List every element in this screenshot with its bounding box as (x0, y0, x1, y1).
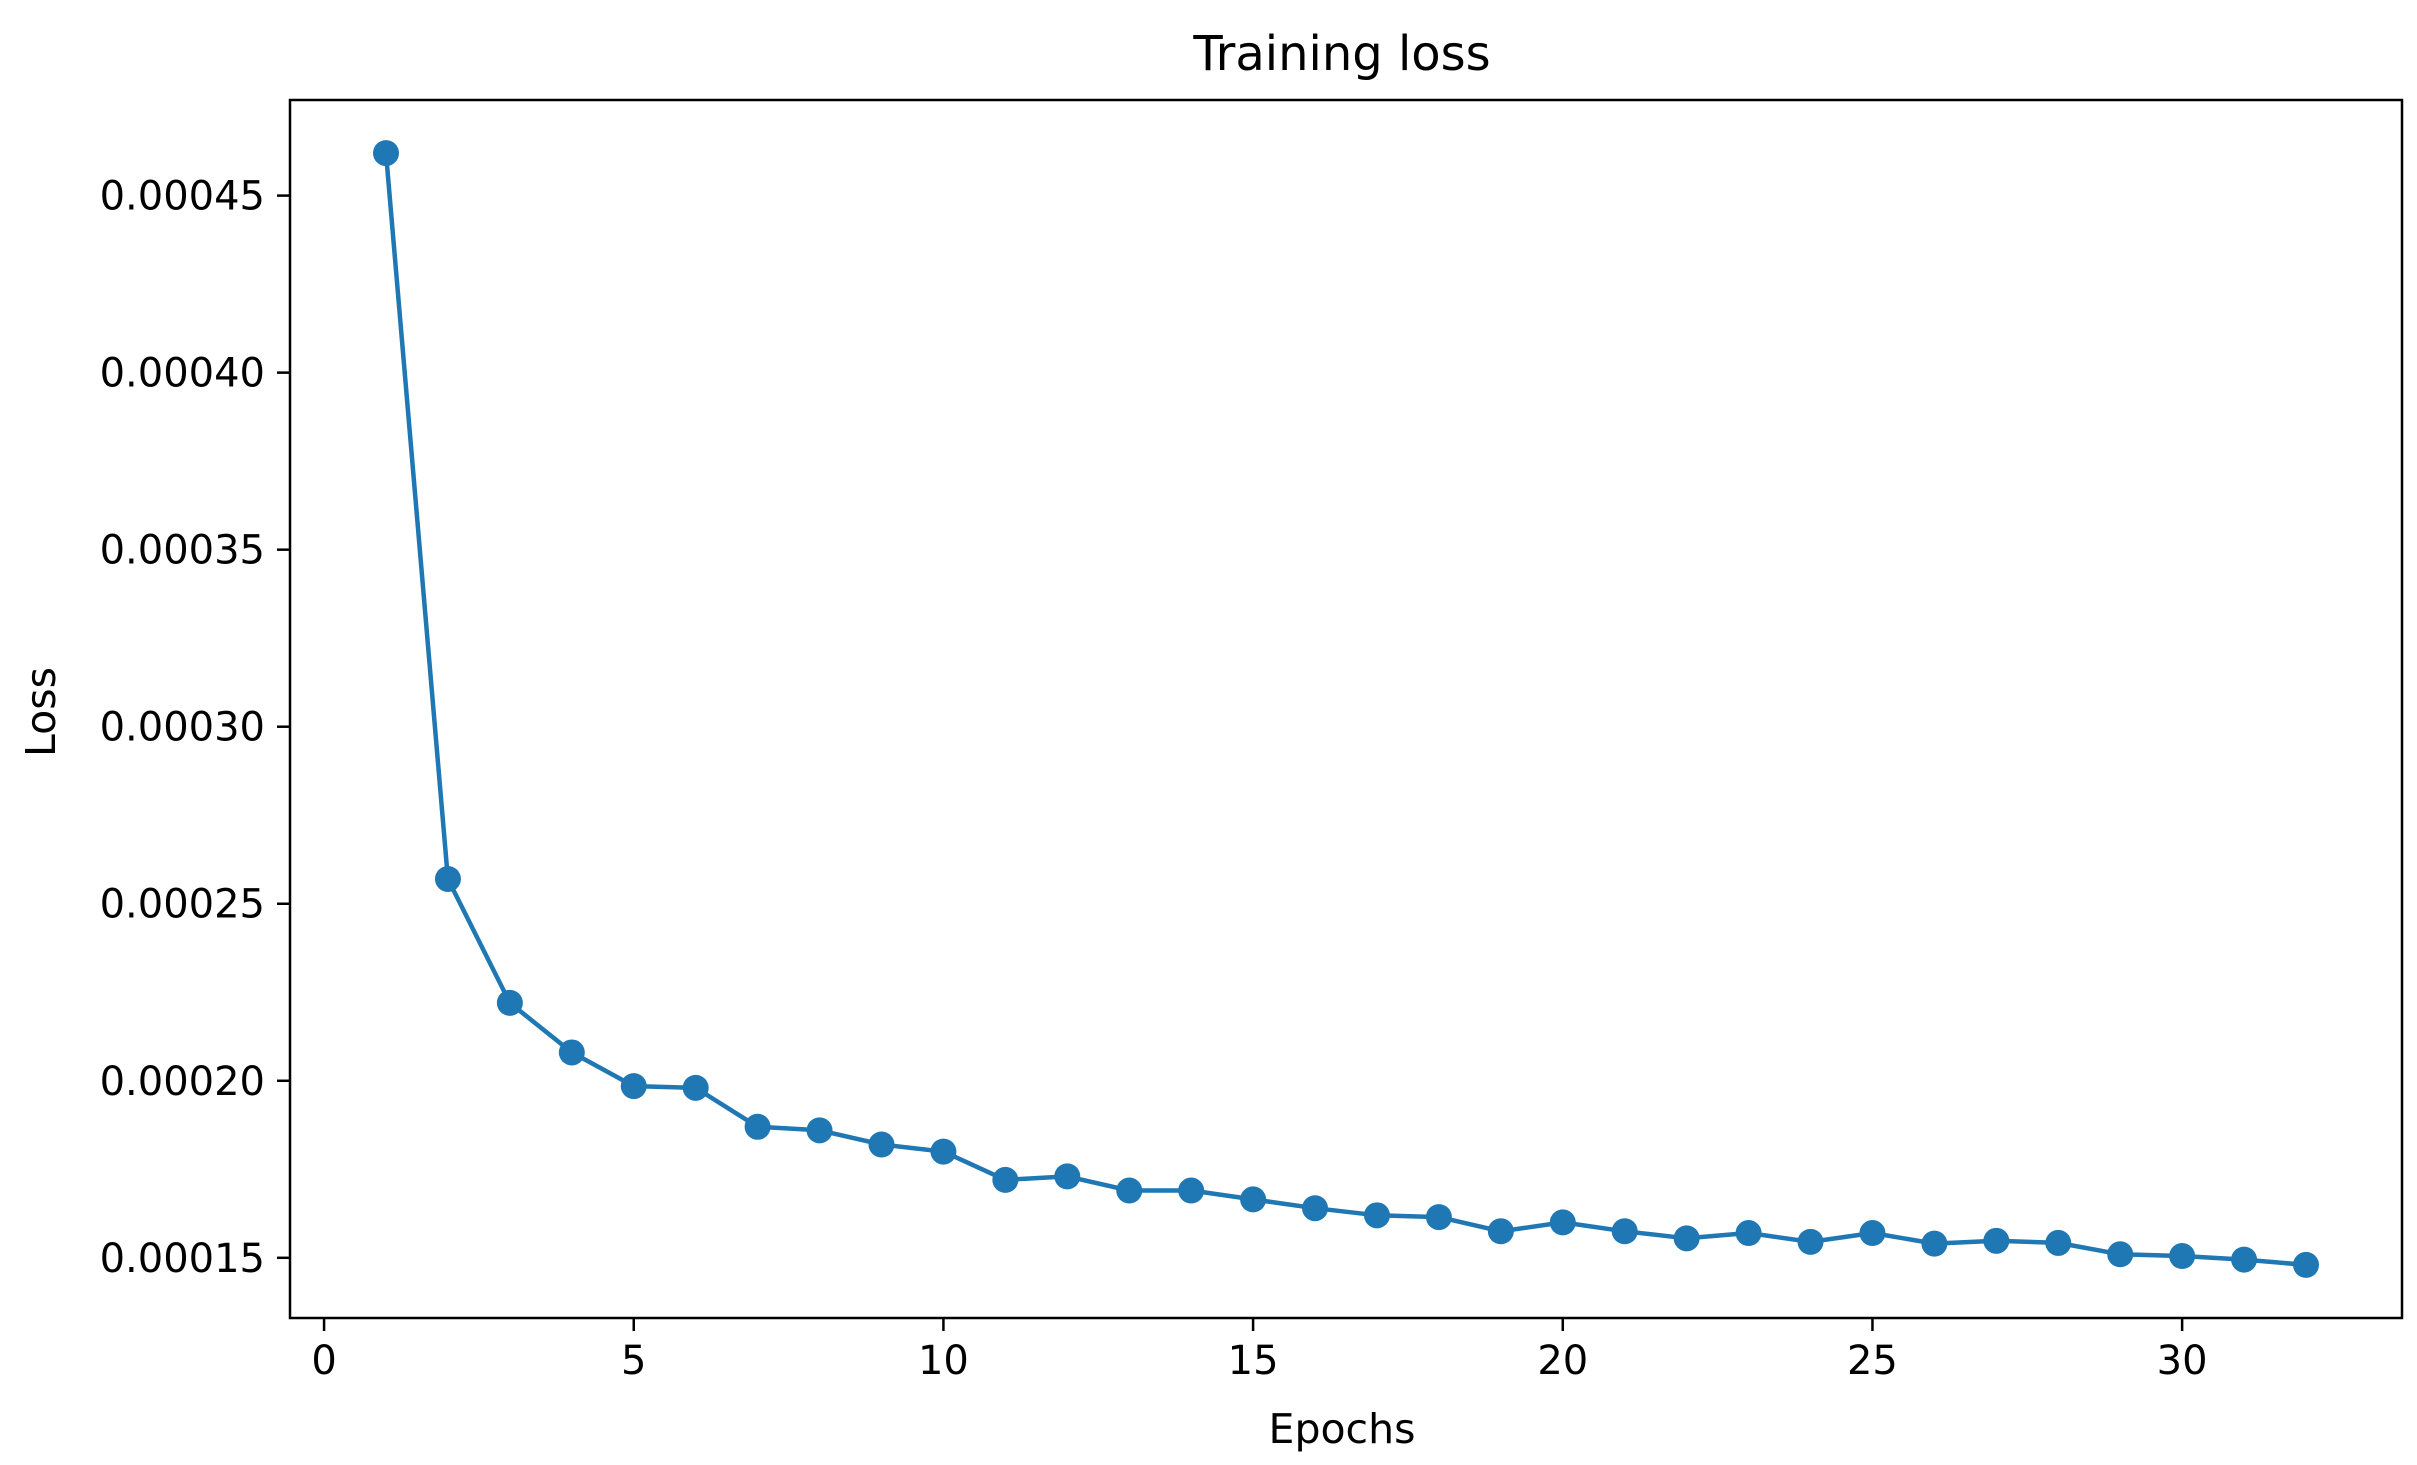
data-point (1797, 1228, 1824, 1255)
data-point (744, 1113, 771, 1140)
y-tick-label: 0.00035 (100, 528, 265, 574)
data-point (1487, 1218, 1514, 1245)
plot-area: 0 5 10 15 20 25 30 0.00015 0.00020 0.00025 0.00030… (100, 98, 2404, 1384)
data-point (992, 1166, 1019, 1193)
x-tick-label: 25 (1847, 1338, 1898, 1384)
data-point (2293, 1251, 2319, 1278)
data-point (682, 1074, 709, 1101)
data-point (373, 140, 399, 167)
data-point (1735, 1220, 1762, 1247)
y-tick-label: 0.00020 (100, 1059, 265, 1105)
data-point (930, 1138, 957, 1165)
y-axis-label: Loss (17, 667, 65, 757)
data-point (1983, 1227, 2010, 1254)
x-tick-label: 20 (1537, 1338, 1588, 1384)
y-tick-label: 0.00015 (100, 1236, 265, 1282)
y-tick-label: 0.00040 (100, 351, 265, 397)
data-point (558, 1039, 585, 1066)
x-axis-label: Epochs (1269, 1405, 1416, 1453)
data-point (1116, 1177, 1143, 1204)
data-point (496, 989, 523, 1016)
data-point (1363, 1202, 1390, 1229)
y-tick-label: 0.00030 (100, 705, 265, 751)
x-tick-label: 10 (918, 1338, 969, 1384)
data-point (868, 1131, 895, 1158)
x-tick-label: 5 (621, 1338, 646, 1384)
data-point (620, 1073, 647, 1100)
data-point (1859, 1220, 1886, 1247)
data-point (806, 1117, 833, 1144)
data-point (1240, 1186, 1267, 1213)
data-point (1425, 1204, 1452, 1231)
data-point (2169, 1243, 2196, 1270)
x-tick-label: 0 (311, 1338, 336, 1384)
data-point (1921, 1230, 1948, 1257)
data-point (1178, 1177, 1205, 1204)
y-tick-label: 0.00025 (100, 882, 265, 928)
data-point (1611, 1218, 1638, 1245)
data-point (1302, 1195, 1329, 1222)
data-point (2231, 1246, 2258, 1273)
data-point (1549, 1209, 1576, 1236)
data-point (434, 865, 461, 892)
data-point (1673, 1225, 1700, 1252)
chart-title: Training loss (1192, 26, 1490, 82)
data-point (2045, 1229, 2072, 1256)
data-point (1054, 1163, 1081, 1190)
axes-frame (288, 98, 2404, 1320)
x-tick-label: 30 (2157, 1338, 2208, 1384)
y-tick-label: 0.00045 (100, 174, 265, 220)
data-point (2107, 1241, 2134, 1268)
x-tick-label: 15 (1228, 1338, 1279, 1384)
